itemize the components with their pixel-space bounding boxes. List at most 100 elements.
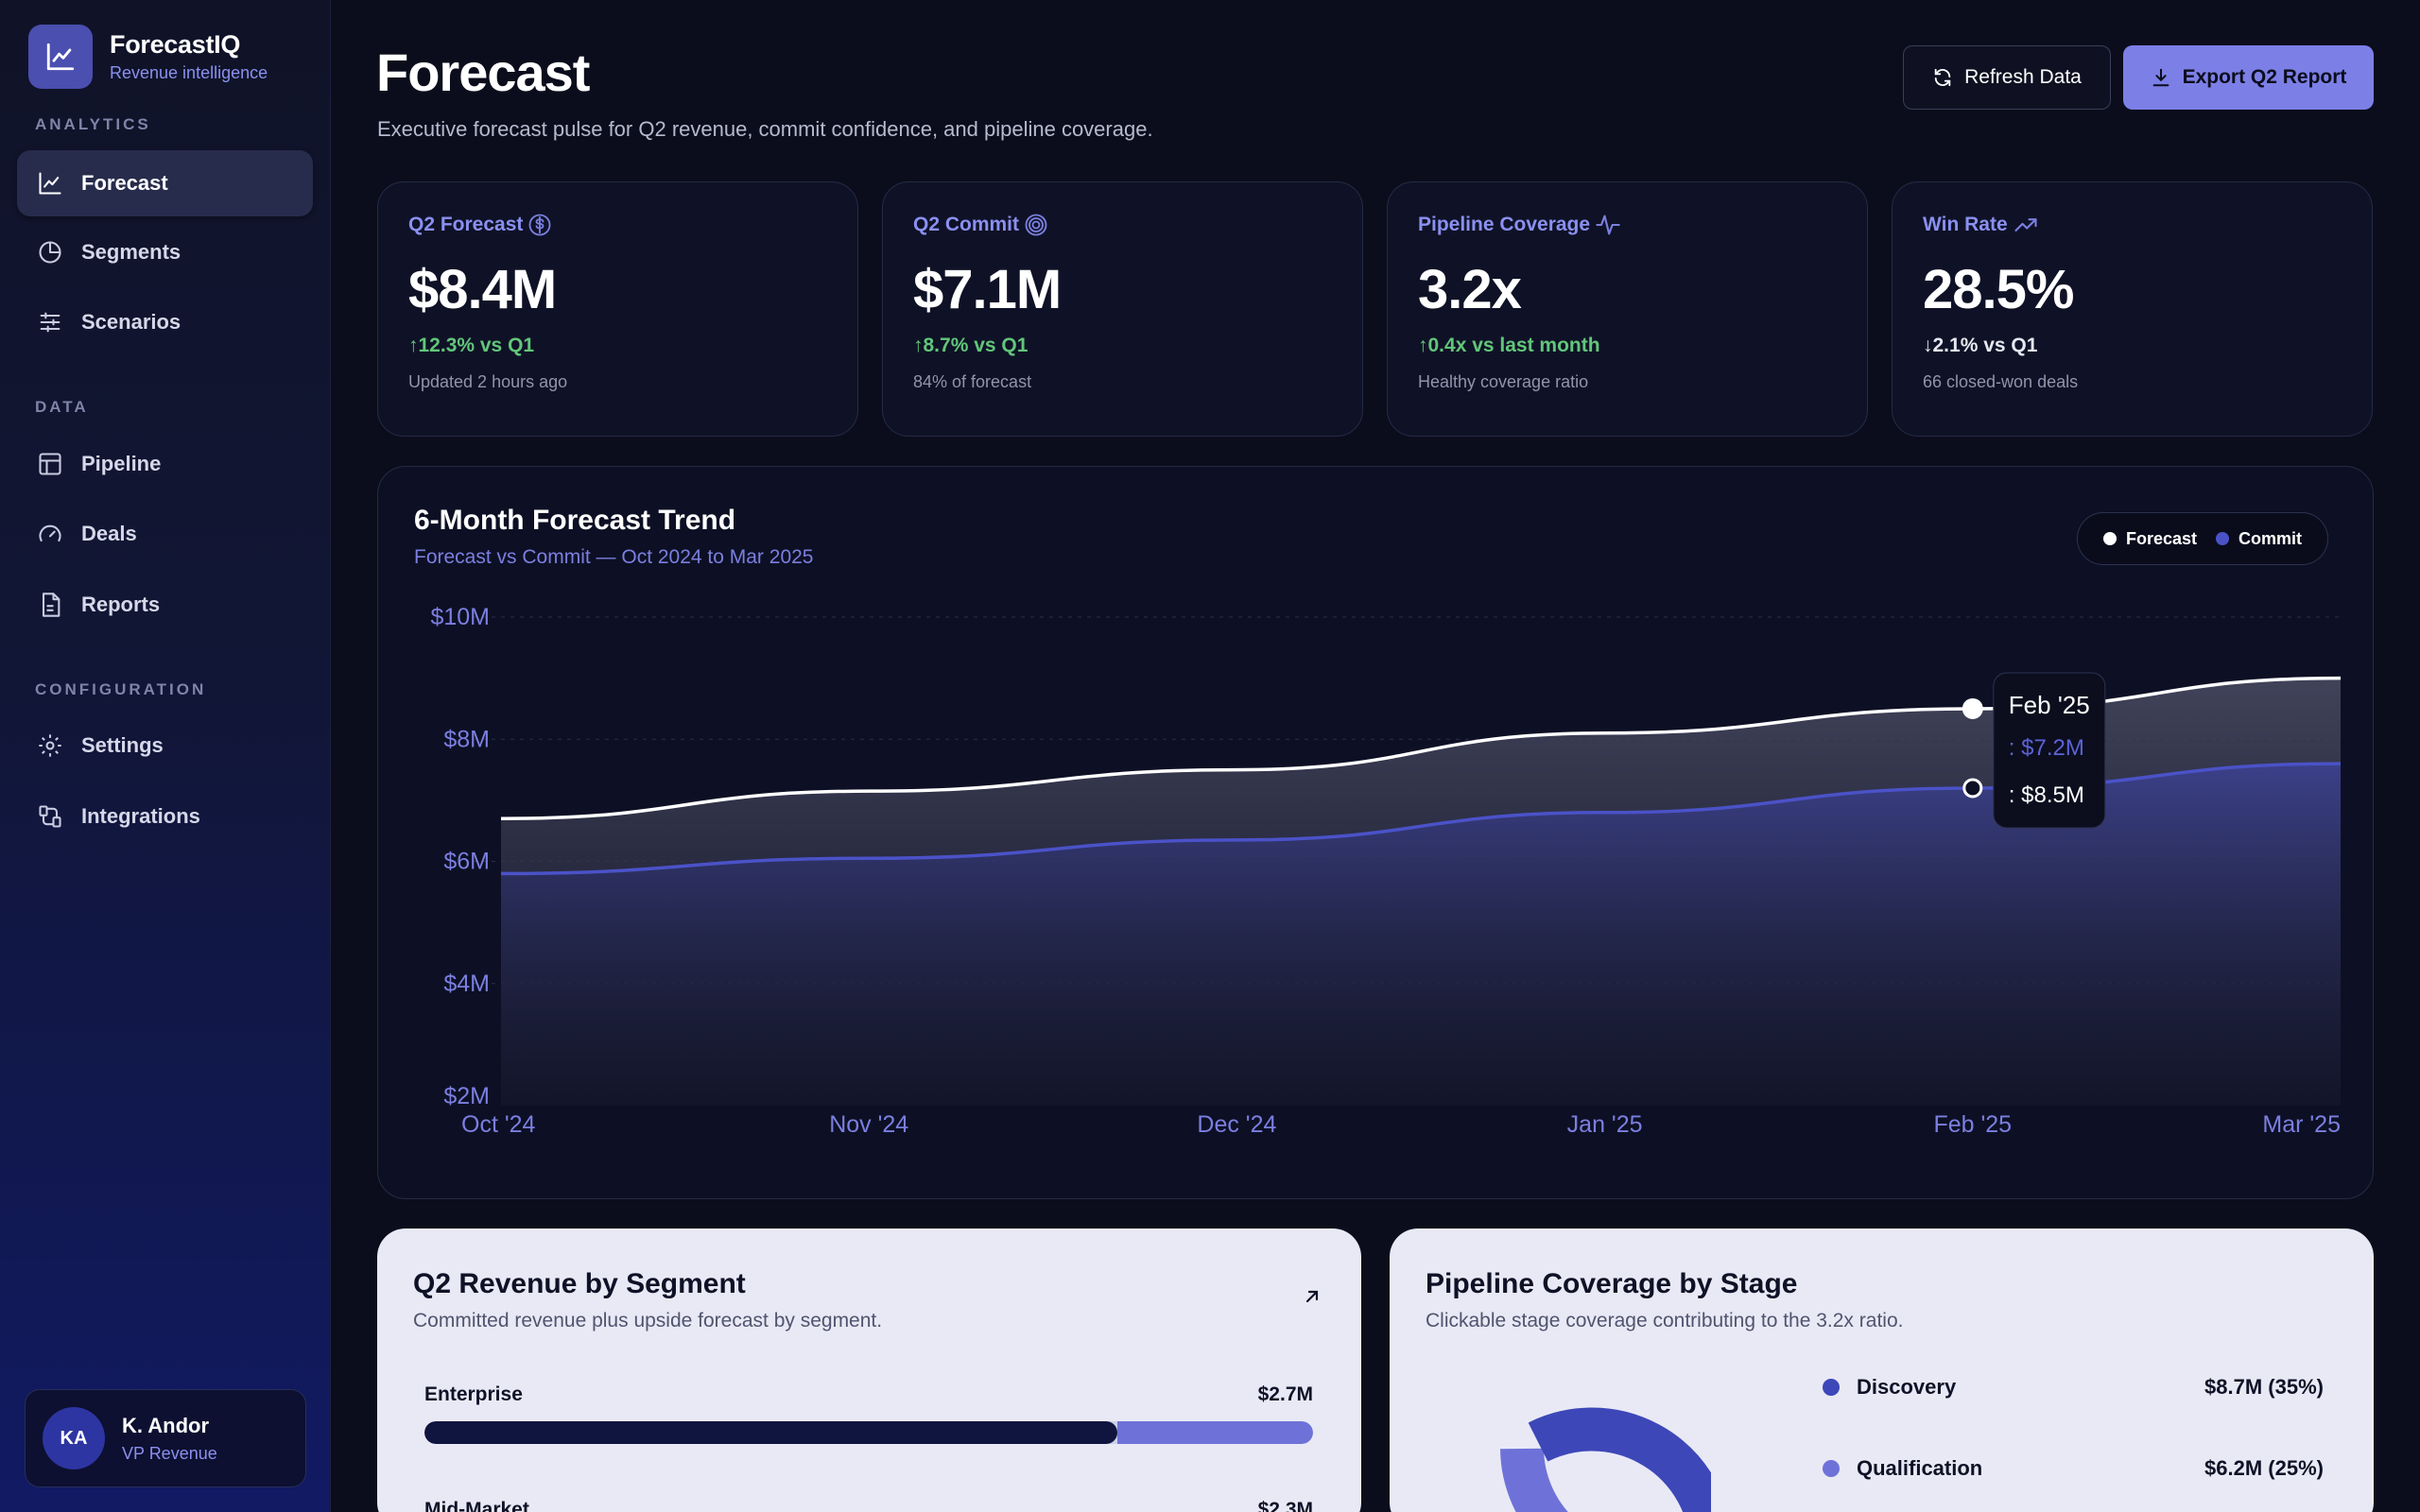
kpi-label: Q2 Commit (913, 214, 1020, 235)
download-icon (2151, 67, 2171, 88)
sidebar-item-reports[interactable]: Reports (17, 572, 313, 638)
sidebar-item-label: Segments (81, 240, 182, 264)
segment-label: Mid-Market (424, 1499, 529, 1512)
sidebar-item-label: Integrations (81, 804, 200, 828)
nav-section-configuration: CONFIGURATION (35, 680, 207, 698)
kpi-delta: ↓2.1% vs Q1 (1923, 335, 2038, 356)
app-name: ForecastIQ (110, 30, 241, 59)
segment-row-enterprise[interactable]: Enterprise $2.7M (424, 1383, 1313, 1444)
stage-dot (1823, 1379, 1840, 1396)
tooltip-title: Feb '25 (2009, 691, 2090, 719)
sidebar: ForecastIQ Revenue intelligence ANALYTIC… (0, 0, 331, 1512)
pipeline-stage-card: Pipeline Coverage by Stage Clickable sta… (1390, 1228, 2374, 1512)
sidebar-item-label: Deals (81, 522, 137, 545)
kpi-value: 3.2x (1418, 259, 1522, 320)
logo-chart-icon (28, 25, 93, 89)
forecast-point[interactable] (1962, 697, 1983, 719)
kpi-card-pipeline-coverage[interactable]: Pipeline Coverage 3.2x ↑0.4x vs last mon… (1387, 181, 1868, 437)
kpi-note: 84% of forecast (913, 372, 1032, 391)
segment-commit-fill (424, 1421, 1118, 1444)
sidebar-item-pipeline[interactable]: Pipeline (17, 431, 313, 497)
y-tick-label: $8M (443, 726, 490, 752)
kpi-label: Pipeline Coverage (1418, 214, 1591, 235)
x-tick-label: Nov '24 (829, 1111, 908, 1138)
page-title: Forecast (376, 43, 590, 102)
commit-point[interactable] (1962, 778, 1983, 799)
x-tick-label: Dec '24 (1197, 1111, 1276, 1138)
pie-chart-icon (36, 238, 64, 266)
stage-row-discovery[interactable]: Discovery $8.7M (35%) (1823, 1375, 2324, 1400)
page-subtitle: Executive forecast pulse for Q2 revenue,… (377, 117, 1153, 141)
forecast-trend-chart[interactable]: $2M $4M $6M $8M $10M Oct '24 Nov '24 Dec '24 Jan… (378, 467, 2375, 1200)
segment-revenue-card: Q2 Revenue by Segment Committed revenue … (377, 1228, 1361, 1512)
kpi-value: $8.4M (408, 259, 557, 320)
segment-card-subtitle: Committed revenue plus upside forecast b… (413, 1310, 883, 1332)
tooltip-commit-value: : $7.2M (2009, 735, 2084, 761)
kpi-card-q2-commit[interactable]: Q2 Commit $7.1M ↑8.7% vs Q1 84% of forec… (882, 181, 1363, 437)
pulse-icon (1594, 212, 1622, 238)
target-icon (1023, 212, 1049, 238)
sidebar-item-scenarios[interactable]: Scenarios (17, 289, 313, 355)
segment-label: Enterprise (424, 1383, 523, 1405)
chart-line-icon (36, 169, 64, 198)
stage-value: $8.7M (35%) (2204, 1375, 2324, 1399)
kpi-label: Q2 Forecast (408, 214, 524, 235)
kpi-label: Win Rate (1923, 214, 2008, 235)
app-tagline: Revenue intelligence (110, 63, 268, 82)
sidebar-item-segments[interactable]: Segments (17, 219, 313, 285)
sliders-icon (36, 308, 64, 336)
stage-label: Discovery (1857, 1375, 1957, 1399)
expand-arrow-icon[interactable] (1301, 1285, 1323, 1313)
legend-label: Commit (2238, 528, 2303, 548)
gear-icon (36, 731, 64, 760)
stage-row-qualification[interactable]: Qualification $6.2M (25%) (1823, 1456, 2324, 1481)
y-tick-label: $2M (443, 1083, 490, 1109)
kpi-delta: ↑12.3% vs Q1 (408, 335, 535, 356)
sidebar-item-label: Reports (81, 593, 161, 616)
stage-value: $6.2M (25%) (2204, 1456, 2324, 1480)
kpi-value: 28.5% (1923, 259, 2074, 320)
kpi-delta: ↑8.7% vs Q1 (913, 335, 1028, 356)
segment-row-mid-market[interactable]: Mid-Market $2.3M (424, 1499, 1313, 1512)
brand[interactable]: ForecastIQ Revenue intelligence (28, 25, 268, 89)
export-report-label: Export Q2 Report (2182, 66, 2347, 88)
refresh-icon (1932, 67, 1953, 88)
export-report-button[interactable]: Export Q2 Report (2123, 45, 2374, 110)
kpi-delta-text: 12.3% vs Q1 (418, 335, 535, 356)
trend-title: 6-Month Forecast Trend (414, 505, 736, 536)
sidebar-item-deals[interactable]: Deals (17, 501, 313, 567)
x-tick-label: Feb '25 (1933, 1111, 2012, 1138)
segment-value: $2.7M (1257, 1383, 1313, 1405)
sidebar-item-label: Forecast (81, 171, 168, 195)
sidebar-item-forecast[interactable]: Forecast (17, 150, 313, 216)
kpi-note: Updated 2 hours ago (408, 372, 568, 391)
legend-commit[interactable]: Commit (2216, 529, 2302, 549)
segment-card-title: Q2 Revenue by Segment (413, 1268, 746, 1299)
donut-slice-discovery[interactable] (1528, 1407, 1711, 1512)
kpi-delta-text: 8.7% vs Q1 (923, 335, 1028, 356)
kpi-card-win-rate[interactable]: Win Rate 28.5% ↓2.1% vs Q1 66 closed-won… (1892, 181, 2373, 437)
kpi-note: 66 closed-won deals (1923, 372, 2079, 391)
segment-upside-fill (1117, 1421, 1313, 1444)
stage-donut-chart[interactable] (1427, 1399, 1711, 1512)
user-card[interactable]: KA K. Andor VP Revenue (25, 1389, 306, 1487)
sidebar-item-integrations[interactable]: Integrations (17, 783, 313, 850)
kpi-card-q2-forecast[interactable]: Q2 Forecast $8.4M ↑12.3% vs Q1 Updated 2… (377, 181, 858, 437)
legend-dot (2216, 532, 2230, 545)
kpi-note: Healthy coverage ratio (1418, 372, 1589, 391)
legend-label: Forecast (2125, 528, 2198, 548)
chart-legend: Forecast Commit (2077, 512, 2328, 565)
sidebar-item-label: Scenarios (81, 310, 182, 334)
trend-up-icon (2012, 212, 2040, 238)
user-name: K. Andor (122, 1413, 210, 1437)
stage-dot (1823, 1460, 1840, 1477)
document-icon (36, 591, 64, 619)
refresh-data-button[interactable]: Refresh Data (1903, 45, 2111, 110)
stage-card-title: Pipeline Coverage by Stage (1426, 1268, 1798, 1299)
x-tick-label: Jan '25 (1567, 1111, 1643, 1138)
user-role: VP Revenue (122, 1443, 217, 1463)
nav-section-analytics: ANALYTICS (35, 115, 151, 133)
sidebar-item-settings[interactable]: Settings (17, 713, 313, 779)
donut-slice-qualification[interactable] (1500, 1447, 1568, 1512)
legend-forecast[interactable]: Forecast (2102, 528, 2198, 549)
